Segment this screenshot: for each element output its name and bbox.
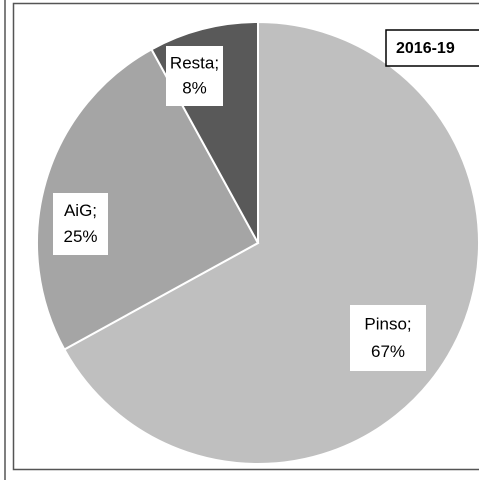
value-label: 67% bbox=[371, 342, 405, 361]
slice-label: Resta; bbox=[170, 53, 219, 72]
chart-title: 2016-19 bbox=[396, 40, 455, 57]
pie-slice bbox=[36, 47, 260, 351]
value-label: 25% bbox=[63, 227, 97, 246]
labels: Pinso; 67% AiG; 25% Resta; 8% bbox=[53, 46, 426, 371]
label-box bbox=[53, 193, 108, 255]
slice-label: AiG; bbox=[64, 201, 97, 220]
title-box bbox=[385, 29, 479, 67]
slice-label: Pinso; bbox=[364, 314, 411, 333]
label-box bbox=[350, 305, 426, 371]
value-label: 8% bbox=[182, 79, 207, 98]
label-box bbox=[166, 46, 223, 106]
